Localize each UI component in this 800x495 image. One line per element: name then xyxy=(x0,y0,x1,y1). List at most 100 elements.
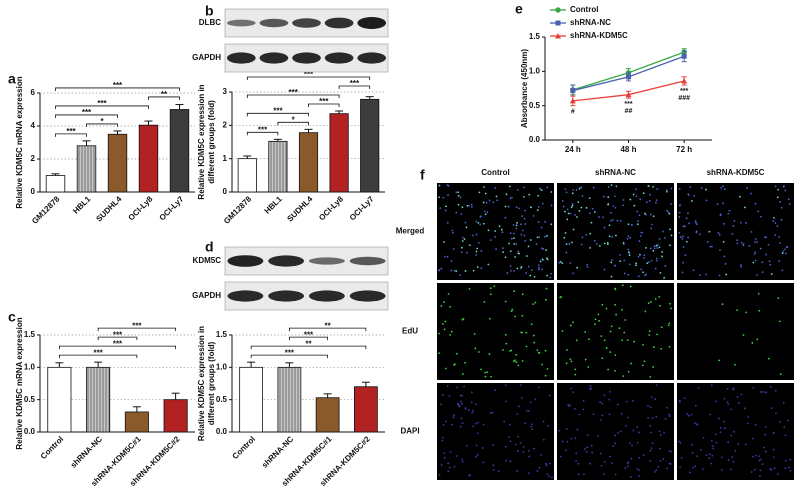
point xyxy=(625,91,632,98)
cell xyxy=(719,249,721,251)
cell xyxy=(661,255,663,258)
cell xyxy=(453,269,456,272)
cell xyxy=(649,406,652,409)
cell xyxy=(489,239,492,242)
significance-label: *** xyxy=(304,70,314,79)
cell xyxy=(745,221,747,224)
cell xyxy=(697,386,700,389)
x-tick-label: 72 h xyxy=(676,145,692,154)
cell xyxy=(461,236,464,239)
cell xyxy=(603,268,606,271)
cell xyxy=(685,240,688,243)
cell xyxy=(458,405,461,408)
y-tick-label: 3 xyxy=(223,87,228,96)
cell xyxy=(646,262,649,265)
annotation: # xyxy=(571,109,575,116)
micrograph xyxy=(677,183,794,280)
cell xyxy=(727,441,730,443)
cell xyxy=(524,223,527,225)
cell xyxy=(739,221,742,224)
column-label: Control xyxy=(481,168,509,177)
cell xyxy=(561,200,564,202)
x-tick-label: Control xyxy=(231,435,257,461)
cell xyxy=(537,386,540,389)
cell xyxy=(467,409,470,411)
cell xyxy=(621,284,624,287)
cell xyxy=(642,192,645,195)
cell xyxy=(616,219,619,222)
cell xyxy=(586,266,589,268)
cell xyxy=(606,242,609,244)
cell xyxy=(442,323,444,325)
blot-band xyxy=(292,18,321,28)
cell xyxy=(482,461,485,464)
cell xyxy=(769,468,772,471)
cell xyxy=(507,205,510,208)
cell xyxy=(544,220,547,223)
cell xyxy=(723,188,726,191)
cell xyxy=(494,187,497,189)
cell xyxy=(684,225,686,228)
cell xyxy=(754,202,757,205)
cell xyxy=(682,225,685,228)
cell xyxy=(527,449,530,452)
cell xyxy=(722,185,724,188)
cell xyxy=(472,425,475,428)
cell xyxy=(629,198,632,201)
cell xyxy=(446,384,449,387)
y-tick-label: 0 xyxy=(31,187,36,196)
cell xyxy=(479,223,482,226)
cell xyxy=(712,447,715,450)
bar xyxy=(277,366,302,433)
cell xyxy=(610,275,613,278)
cell xyxy=(718,359,721,362)
significance-bracket xyxy=(97,336,138,341)
significance-bracket xyxy=(55,114,118,118)
bar xyxy=(124,411,149,433)
cell xyxy=(447,470,450,473)
cell xyxy=(484,192,487,195)
cell xyxy=(732,388,735,391)
cell xyxy=(655,257,658,260)
y-tick-label: 0.0 xyxy=(529,135,541,144)
cell xyxy=(607,196,610,198)
cell xyxy=(759,247,762,250)
point xyxy=(681,77,688,84)
cell xyxy=(450,330,453,333)
cell xyxy=(471,234,474,237)
cell xyxy=(643,360,646,363)
cell xyxy=(784,434,787,437)
cell xyxy=(515,243,518,246)
cell xyxy=(618,253,621,256)
cell xyxy=(635,188,637,191)
cell xyxy=(581,195,584,197)
micrograph-bg xyxy=(677,283,794,380)
cell xyxy=(723,427,726,429)
cell xyxy=(756,338,759,341)
cell xyxy=(669,415,671,418)
cell xyxy=(438,352,440,355)
cell xyxy=(537,221,540,223)
cell xyxy=(449,333,451,336)
cell xyxy=(464,221,467,224)
cell xyxy=(572,391,575,394)
cell xyxy=(655,199,658,202)
significance-bracket xyxy=(58,354,138,359)
cell xyxy=(789,469,792,472)
cell xyxy=(757,292,760,295)
legend-label: shRNA-NC xyxy=(570,18,611,27)
cell xyxy=(751,437,754,440)
y-tick-label: 2 xyxy=(31,154,36,163)
cell xyxy=(569,212,572,215)
cell xyxy=(780,218,783,221)
blot-label: DLBC xyxy=(199,18,221,27)
cell xyxy=(659,272,662,274)
cell xyxy=(608,224,611,227)
cell xyxy=(546,274,549,277)
cell xyxy=(785,459,787,462)
cell xyxy=(601,303,604,306)
cell xyxy=(460,246,463,249)
cell xyxy=(482,201,485,204)
cell xyxy=(705,199,708,202)
cell xyxy=(657,465,660,468)
